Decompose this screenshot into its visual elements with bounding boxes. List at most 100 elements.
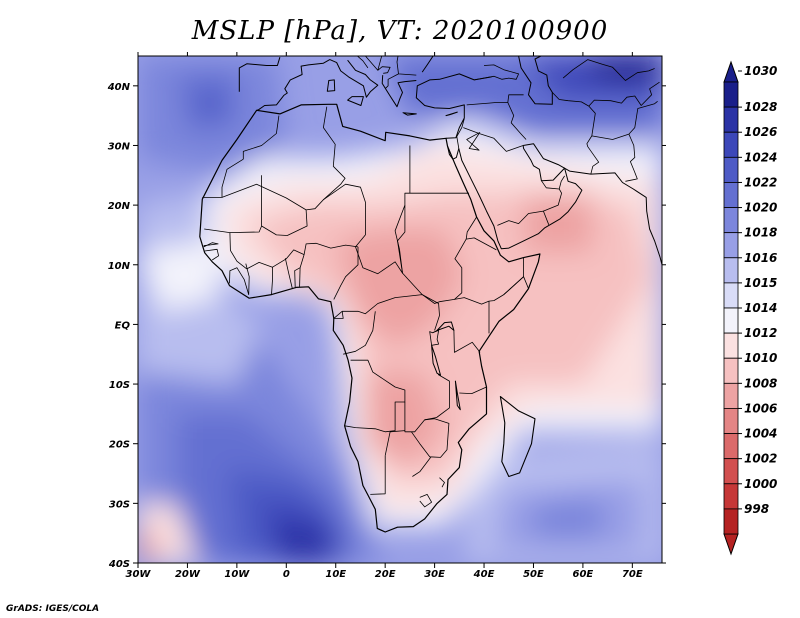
border-23 [384, 430, 405, 456]
arabia-coast [458, 145, 583, 250]
border-15 [333, 294, 440, 331]
border-0 [242, 115, 280, 160]
lat-tick-label: 30N [108, 141, 131, 152]
colorbar-swatch [723, 282, 739, 309]
border-48 [562, 59, 655, 81]
border-12 [453, 330, 481, 353]
border-52 [377, 66, 391, 74]
lon-tick-label: 0 [283, 569, 290, 580]
colorbar-label: 1018 [744, 226, 777, 240]
africa-coastline [199, 103, 541, 533]
border-32 [299, 267, 301, 287]
colorbar-swatch [723, 408, 739, 434]
iberia-atlantic-coast [238, 57, 281, 92]
colorbar-label: 1020 [744, 201, 777, 215]
border-26 [439, 477, 445, 488]
border-38 [478, 133, 524, 152]
border-17 [333, 246, 359, 300]
border-27 [459, 386, 487, 394]
colorbar-swatch [723, 257, 739, 284]
colorbar-label: 1015 [744, 276, 777, 290]
sicily-coast [347, 96, 364, 106]
border-43 [543, 188, 562, 212]
border-46 [625, 133, 638, 182]
border-51 [385, 73, 399, 89]
border-14 [431, 330, 439, 346]
colorbar-swatch [723, 156, 739, 183]
colorbar-label: 1022 [744, 175, 777, 189]
border-35 [503, 276, 529, 295]
border-6 [323, 145, 411, 275]
colorbar-swatch [723, 332, 739, 359]
colorbar-label: 1028 [744, 100, 777, 114]
tropical-atlantic-low [138, 240, 227, 313]
colorbar-label: 1016 [744, 251, 777, 265]
border-1 [202, 158, 244, 198]
border-29 [271, 267, 273, 295]
border-34 [204, 248, 219, 261]
lat-tick-label: 40S [108, 559, 130, 570]
colorbar-label: 1010 [744, 351, 777, 365]
mediterranean-north-coast [256, 59, 379, 111]
colorbar: 1030 1028 1026 1024 1022 1020 1018 1016 1015 1014… [723, 60, 777, 556]
colorbar-label: 1024 [744, 150, 777, 164]
border-20 [404, 374, 450, 433]
colorbar-swatch [723, 207, 739, 234]
colorbar-swatch [723, 182, 739, 208]
asia-high-center [582, 56, 662, 80]
border-49 [474, 64, 519, 81]
mslp-field [138, 56, 662, 563]
colorbar-swatch [723, 81, 739, 108]
border-36 [456, 118, 465, 149]
map-title: MSLP [hPa], VT: 2020100900 [191, 16, 609, 46]
colorbar-top-arrow [723, 60, 739, 83]
lon-tick-label: 70E [622, 569, 643, 580]
lon-tick-label: 10E [325, 569, 346, 580]
colorbar-swatch [723, 106, 739, 133]
colorbar-label: 1026 [744, 125, 777, 139]
lat-tick-label: 30S [109, 499, 130, 510]
border-45 [591, 100, 658, 140]
border-31 [294, 254, 305, 288]
lon-tick-label: 50E [523, 569, 544, 580]
border-24 [412, 456, 432, 477]
arabian-low-center [523, 193, 593, 253]
border-22 [370, 455, 386, 495]
axis-ticks: 30W 20W 10W 0 10E 20E 30E 40E 50E 60E 70E 40N 30N 20N… [107, 52, 666, 580]
border-53 [365, 56, 383, 71]
colorbar-label: 1014 [744, 301, 777, 315]
border-47 [552, 81, 660, 107]
madagascar-coastline [499, 396, 536, 478]
border-39 [466, 102, 527, 140]
border-30 [284, 258, 293, 289]
lake-malawi [454, 380, 461, 411]
lat-tick-label: 20S [109, 440, 130, 451]
lat-tick-label: 20N [108, 201, 131, 212]
lon-tick-label: 10W [224, 569, 250, 580]
sahel-low-center [335, 229, 465, 349]
southwest-atlantic-low [138, 527, 158, 563]
colorbar-swatch [723, 232, 739, 259]
crete-coast [402, 112, 417, 116]
border-4 [229, 175, 262, 233]
colorbar-swatch [723, 307, 739, 334]
colorbar-label: 1030 [744, 64, 777, 78]
border-50 [396, 56, 417, 76]
cyprus-coast [445, 111, 458, 117]
border-54 [356, 56, 369, 69]
border-8 [397, 205, 477, 304]
colorbar-swatch [723, 357, 739, 384]
lon-tick-label: 20E [375, 569, 396, 580]
border-9 [466, 237, 497, 251]
colorbar-label: 998 [744, 502, 769, 516]
border-19 [344, 359, 406, 433]
colorbar-bottom-arrow [723, 533, 739, 556]
colorbar-swatch [723, 433, 739, 460]
border-44 [586, 105, 600, 175]
colorbar-swatch [723, 483, 739, 510]
border-33 [203, 242, 219, 248]
south-atlantic-high-center [276, 521, 331, 563]
lon-tick-label: 40E [473, 569, 495, 580]
plot-frame [137, 55, 663, 564]
